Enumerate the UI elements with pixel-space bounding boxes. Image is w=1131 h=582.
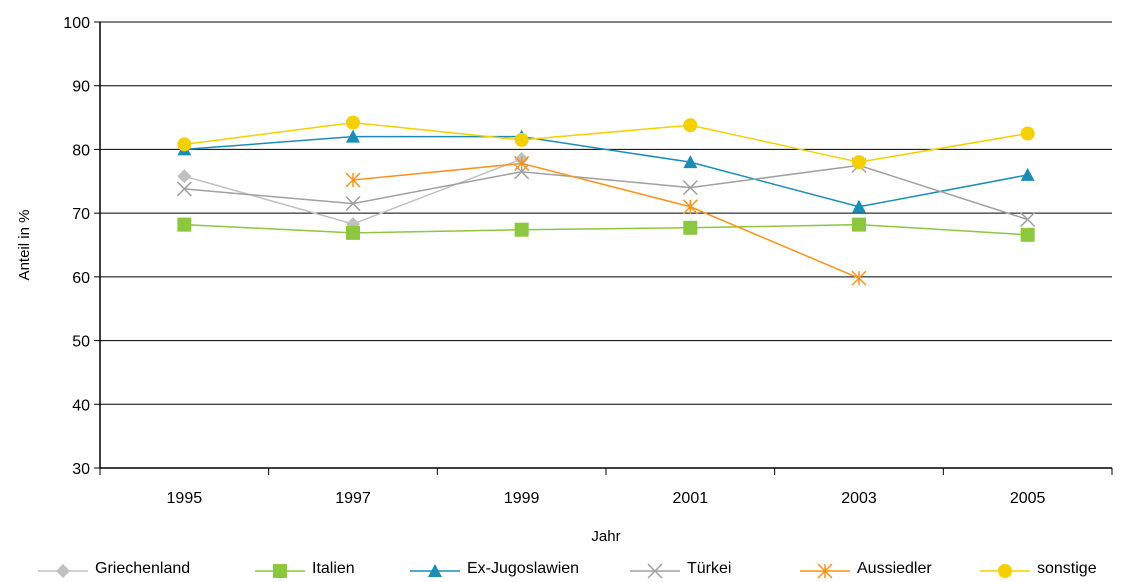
legend-marker xyxy=(647,563,663,579)
data-point xyxy=(682,180,698,196)
x-axis-title: Jahr xyxy=(591,528,620,545)
tick-labels: 30 40 50 60 70 80 90 100 1995 1997 1999 2001 2003 200… xyxy=(63,15,1045,507)
legend-item-italien: Italien xyxy=(255,560,355,578)
legend-item-sonstige: sonstige xyxy=(980,560,1097,578)
legend-item-ex-jugoslawien: Ex-Jugoslawien xyxy=(410,560,579,577)
legend-item-griechenland: Griechenland xyxy=(38,560,190,578)
data-point xyxy=(1020,211,1036,228)
data-point xyxy=(346,115,360,130)
x-tick-label: 1995 xyxy=(167,490,203,507)
x-tick-label: 2001 xyxy=(673,490,709,507)
legend-marker xyxy=(273,564,287,578)
data-point xyxy=(1020,227,1035,242)
data-point xyxy=(177,169,192,184)
y-tick-label: 70 xyxy=(72,206,90,223)
series xyxy=(176,115,1036,286)
x-tick-label: 2003 xyxy=(841,490,877,507)
data-point xyxy=(177,137,192,152)
legend-label: Aussiedler xyxy=(857,560,932,577)
series-griechenland xyxy=(177,151,529,231)
series-aussiedler xyxy=(345,155,867,286)
data-point xyxy=(514,155,530,171)
legend-marker xyxy=(56,564,70,578)
legend-label: sonstige xyxy=(1037,560,1097,577)
legend-label: Ex-Jugoslawien xyxy=(467,560,579,577)
y-tick-label: 100 xyxy=(63,15,90,32)
y-tick-label: 90 xyxy=(72,79,90,96)
legend: Griechenland Italien Ex-Jugoslawien Türkei A… xyxy=(38,560,1097,579)
data-point xyxy=(852,155,866,170)
legend-marker xyxy=(428,564,442,577)
legend-marker xyxy=(817,563,833,579)
data-point xyxy=(683,220,698,235)
x-tick-label: 1997 xyxy=(335,490,371,507)
data-point xyxy=(346,225,360,240)
data-point xyxy=(177,217,192,232)
data-point xyxy=(345,172,361,188)
data-point xyxy=(514,222,529,237)
series-sonstige xyxy=(177,115,1035,170)
series-line xyxy=(352,162,860,279)
data-point xyxy=(346,129,360,143)
data-point xyxy=(514,132,529,147)
y-tick-label: 60 xyxy=(72,270,90,287)
data-point xyxy=(176,181,192,197)
legend-label: Griechenland xyxy=(95,560,190,577)
data-point xyxy=(852,199,866,213)
series-italien xyxy=(177,217,1035,242)
data-point xyxy=(1020,126,1035,141)
series-line xyxy=(184,164,1028,221)
axes xyxy=(94,21,1113,475)
legend-item-t-rkei: Türkei xyxy=(630,560,731,579)
series-line xyxy=(184,121,1028,163)
data-point xyxy=(682,199,698,215)
series-line xyxy=(184,135,1028,208)
data-point xyxy=(683,118,698,133)
legend-label: Türkei xyxy=(687,560,731,577)
y-tick-label: 80 xyxy=(72,142,90,159)
data-point xyxy=(345,196,361,212)
data-point xyxy=(683,155,698,169)
data-point xyxy=(852,217,866,232)
y-tick-label: 30 xyxy=(72,461,90,478)
x-tick-label: 2005 xyxy=(1010,490,1046,507)
legend-marker xyxy=(998,564,1012,578)
series-line xyxy=(184,223,1028,236)
grid xyxy=(100,21,1112,405)
series-ex-jugoslawien xyxy=(177,129,1035,213)
series-t-rkei xyxy=(176,157,1036,228)
y-tick-label: 40 xyxy=(72,397,90,414)
y-axis-title: Anteil in % xyxy=(16,210,33,281)
legend-item-aussiedler: Aussiedler xyxy=(800,560,932,579)
x-tick-label: 1999 xyxy=(504,490,540,507)
legend-label: Italien xyxy=(312,560,355,577)
data-point xyxy=(851,270,867,286)
data-point xyxy=(1020,167,1035,181)
y-tick-label: 50 xyxy=(72,334,90,351)
